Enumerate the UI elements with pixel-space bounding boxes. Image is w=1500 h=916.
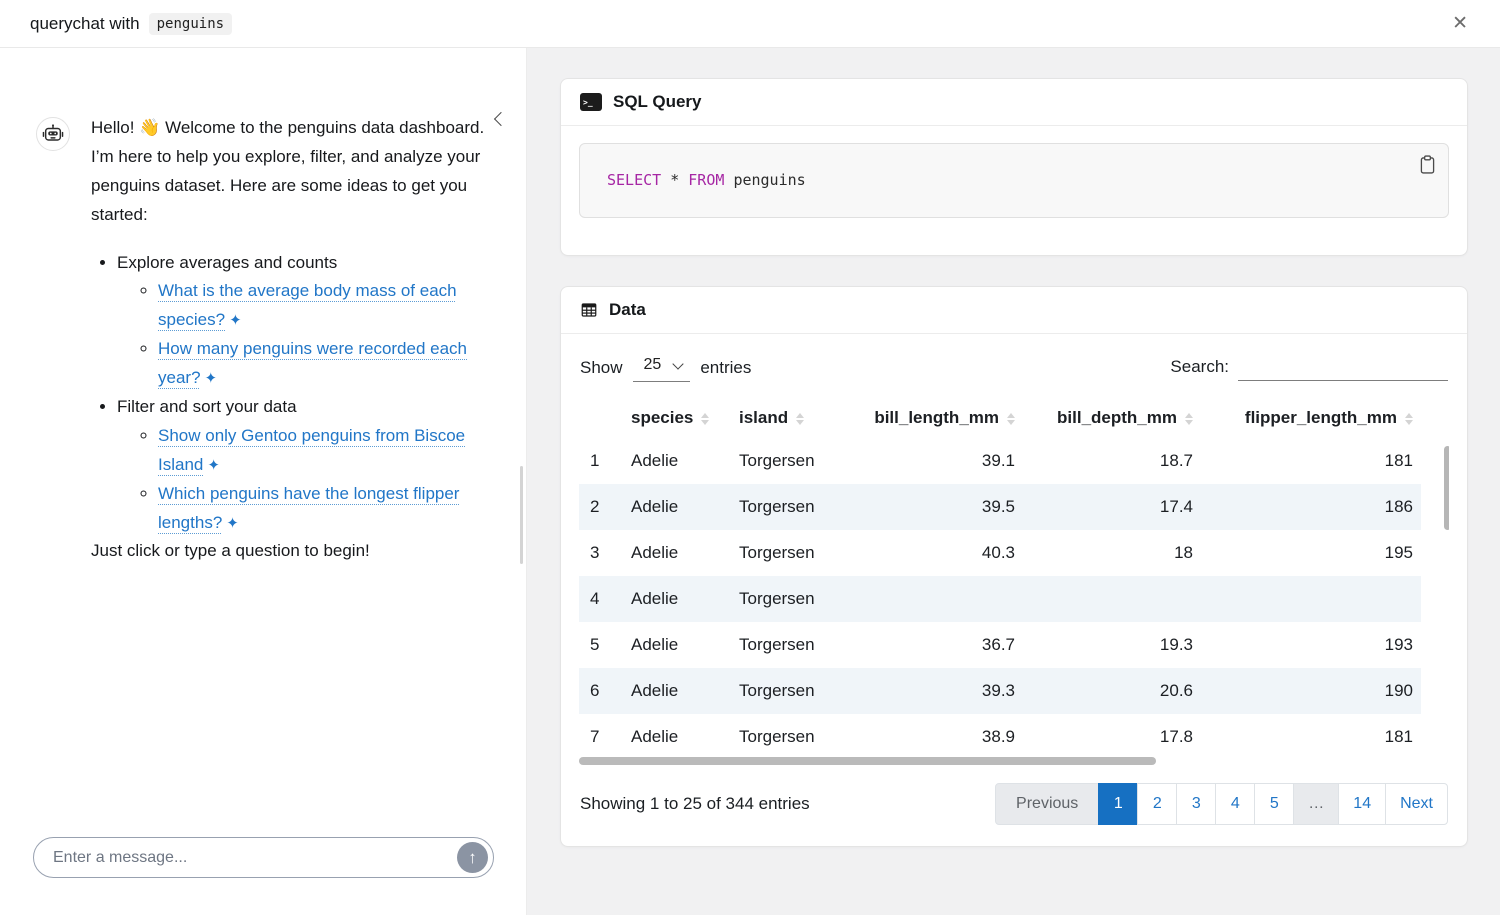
list-item: Show only Gentoo penguins from Biscoe Is… [158, 422, 495, 480]
column-header-flipper-length[interactable]: flipper_length_mm [1201, 398, 1421, 438]
sort-icon [1185, 412, 1193, 425]
search-input[interactable] [1238, 355, 1448, 381]
table-row: 2 Adelie Torgersen 39.5 17.4 186 [579, 484, 1421, 530]
content-panel: SQL Query SELECT * FROM penguins [527, 48, 1500, 915]
message-body: Hello! 👋 Welcome to the penguins data da… [91, 114, 495, 566]
sort-icon [1007, 412, 1015, 425]
suggestion-link-gentoo-biscoe[interactable]: Show only Gentoo penguins from Biscoe Is… [158, 426, 465, 474]
table-row: 6 Adelie Torgersen 39.3 20.6 190 [579, 668, 1421, 714]
robot-icon [42, 124, 64, 141]
chat-input-container: ↑ [33, 837, 494, 878]
pagination-page-4-button[interactable]: 4 [1215, 783, 1256, 825]
sparkle-icon: ✦ [204, 370, 218, 388]
table-header-row: species island bill_length_mm bill_depth… [579, 398, 1421, 438]
pagination-previous-button[interactable]: Previous [995, 783, 1100, 825]
sql-code: SELECT * FROM penguins [607, 171, 806, 189]
table-row: 1 Adelie Torgersen 39.1 18.7 181 [590, 451, 1413, 470]
sql-code-block: SELECT * FROM penguins [579, 143, 1449, 218]
table-icon [581, 303, 597, 317]
main-layout: Hello! 👋 Welcome to the penguins data da… [0, 48, 1500, 915]
pagination-page-2-button[interactable]: 2 [1137, 783, 1178, 825]
copy-icon[interactable] [1418, 153, 1437, 179]
terminal-icon [580, 93, 602, 111]
data-table: species island bill_length_mm bill_depth… [579, 398, 1421, 760]
table-row: 3 Adelie Torgersen 40.3 18 195 [590, 543, 1413, 562]
greeting-text: Hello! 👋 Welcome to the penguins data da… [91, 118, 485, 224]
chat-message-input[interactable] [34, 848, 457, 867]
suggestion-group: Filter and sort your data Show only Gent… [117, 393, 495, 537]
sort-icon [1405, 412, 1413, 425]
send-button[interactable]: ↑ [457, 842, 488, 873]
entries-info: Showing 1 to 25 of 344 entries [580, 794, 810, 813]
close-icon[interactable]: ✕ [1446, 10, 1474, 37]
pagination: Previous 1 2 3 4 5 … 14 Next [995, 783, 1448, 825]
avatar [36, 117, 70, 151]
app-titlebar: querychat with penguins ✕ [0, 0, 1500, 48]
sort-icon [701, 412, 710, 425]
entries-label: entries [700, 358, 752, 377]
table-footer: Showing 1 to 25 of 344 entries Previous … [561, 766, 1467, 846]
table-row: 4 Adelie Torgersen [579, 576, 1421, 622]
column-header-island[interactable]: island [731, 398, 843, 438]
closing-text: Just click or type a question to begin! [91, 541, 370, 561]
column-header-bill-depth[interactable]: bill_depth_mm [1023, 398, 1201, 438]
pagination-ellipsis: … [1293, 783, 1340, 825]
dataset-name-chip: penguins [148, 12, 233, 35]
app-title: querychat with [30, 13, 140, 33]
sql-query-card: SQL Query SELECT * FROM penguins [560, 78, 1468, 256]
page-length-select[interactable]: 25 [632, 354, 691, 382]
suggestion-link-longest-flippers[interactable]: Which penguins have the longest flipper … [158, 484, 459, 532]
column-header-bill-length[interactable]: bill_length_mm [843, 398, 1023, 438]
pagination-page-1-button[interactable]: 1 [1098, 783, 1139, 825]
data-card: Data Show 25 entries Search: [560, 286, 1468, 847]
suggestion-group-label: Explore averages and counts [117, 252, 338, 272]
search-label: Search: [1170, 356, 1229, 376]
chat-scrollbar[interactable] [520, 466, 523, 564]
pagination-page-5-button[interactable]: 5 [1254, 783, 1295, 825]
list-item: Which penguins have the longest flipper … [158, 480, 495, 538]
sparkle-icon: ✦ [229, 312, 242, 330]
chat-sidebar: Hello! 👋 Welcome to the penguins data da… [0, 48, 527, 915]
show-label: Show [580, 358, 623, 377]
suggestion-link-avg-body-mass[interactable]: What is the average body mass of each sp… [158, 281, 457, 329]
table-row: 7 Adelie Torgersen 38.9 17.8 181 [590, 727, 1413, 746]
data-card-title: Data [609, 300, 646, 319]
suggestion-group-label: Filter and sort your data [117, 397, 297, 417]
pagination-page-14-button[interactable]: 14 [1338, 783, 1387, 825]
collapse-sidebar-icon[interactable] [492, 108, 510, 126]
pagination-page-3-button[interactable]: 3 [1176, 783, 1217, 825]
table-controls: Show 25 entries Search: [561, 334, 1467, 382]
suggestion-group: Explore averages and counts What is the … [117, 249, 495, 393]
arrow-up-icon: ↑ [468, 847, 477, 867]
table-row: 5 Adelie Torgersen 36.7 19.3 193 [590, 635, 1413, 654]
sql-card-title: SQL Query [613, 92, 702, 111]
list-item: How many penguins were recorded each yea… [158, 335, 495, 393]
vertical-scrollbar[interactable] [1444, 446, 1449, 530]
column-header-species[interactable]: species [623, 398, 731, 438]
pagination-next-button[interactable]: Next [1385, 783, 1448, 825]
table-viewport: species island bill_length_mm bill_depth… [579, 398, 1449, 766]
suggestion-list: Explore averages and counts What is the … [91, 249, 495, 538]
column-header-rownum [579, 398, 623, 438]
list-item: What is the average body mass of each sp… [158, 277, 495, 335]
assistant-message: Hello! 👋 Welcome to the penguins data da… [0, 48, 526, 566]
chevron-down-icon [672, 357, 684, 370]
sort-icon [796, 412, 805, 425]
suggestion-link-count-per-year[interactable]: How many penguins were recorded each yea… [158, 339, 467, 387]
horizontal-scrollbar[interactable] [579, 757, 1156, 765]
sparkle-icon: ✦ [207, 456, 220, 474]
sparkle-icon: ✦ [226, 514, 239, 532]
